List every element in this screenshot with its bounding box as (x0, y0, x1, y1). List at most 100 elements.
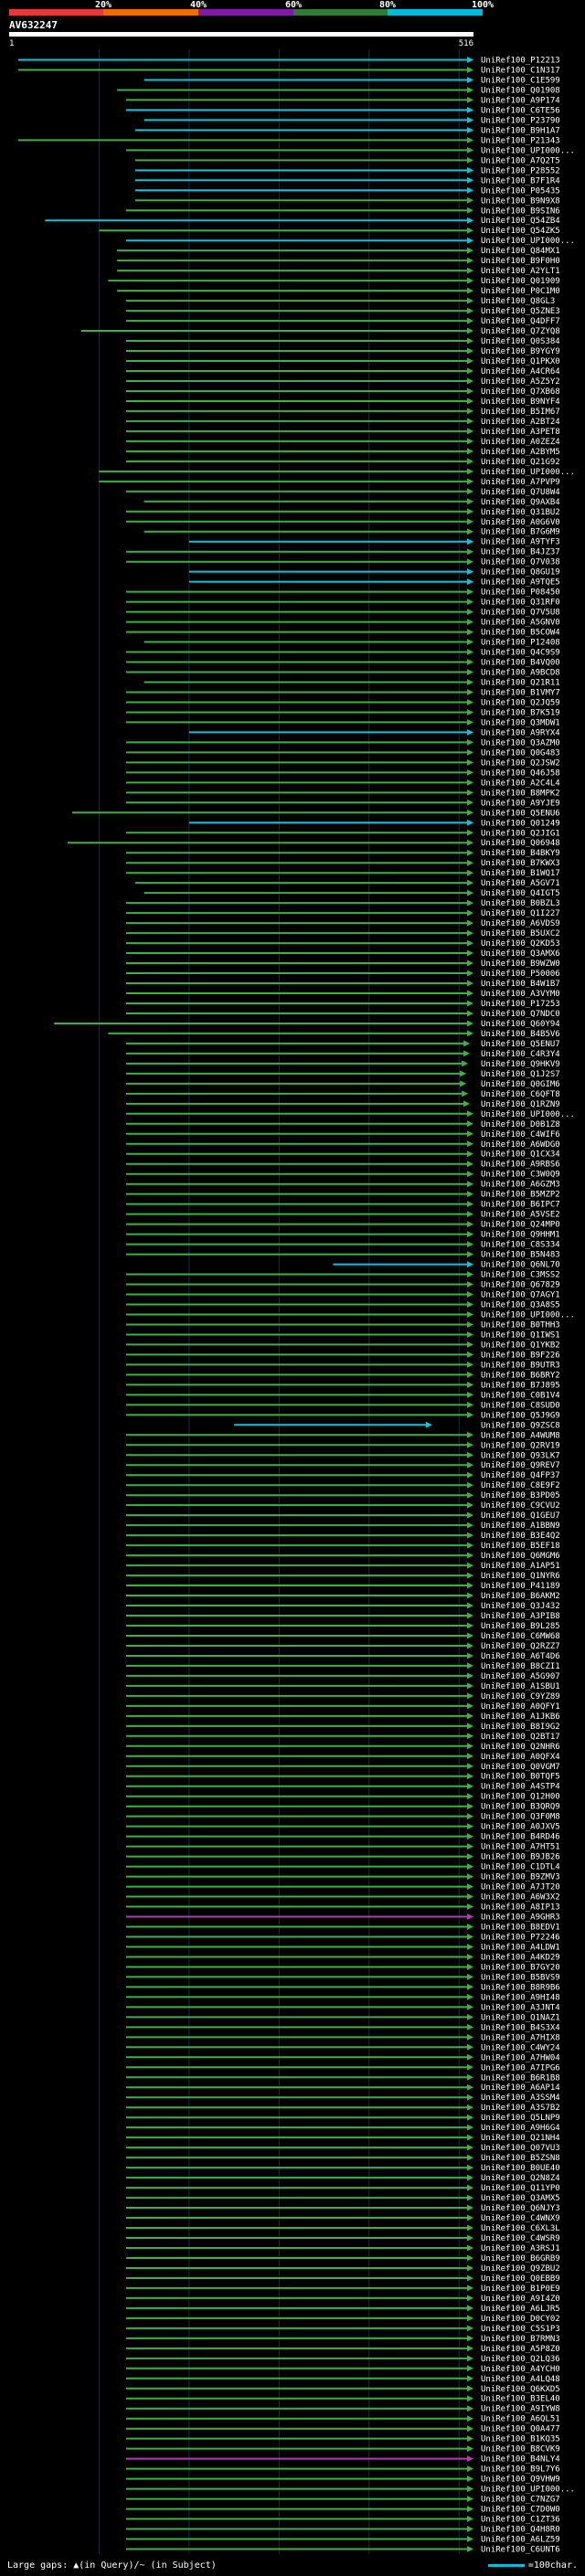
hit-label[interactable]: UniRef100_B9F0H0 (481, 257, 560, 266)
hit-label[interactable]: UniRef100_B6AKM2 (481, 1592, 560, 1601)
hit-row[interactable]: UniRef100_A5P8Z0 (125, 2345, 560, 2354)
hit-row[interactable]: UniRef100_Q6NJY3 (125, 2204, 560, 2213)
hit-row[interactable]: UniRef100_A9RYX4 (188, 728, 560, 737)
hit-row[interactable]: UniRef100_Q2KD53 (125, 939, 560, 949)
hit-label[interactable]: UniRef100_Q2LQ36 (481, 2355, 560, 2364)
hit-row[interactable]: UniRef100_A5VSE2 (125, 1211, 560, 1220)
hit-label[interactable]: UniRef100_B9F226 (481, 1351, 560, 1360)
hit-row[interactable]: UniRef100_B1VMY7 (125, 688, 560, 697)
hit-row[interactable]: UniRef100_C4WNX9 (125, 2214, 560, 2223)
hit-row[interactable]: UniRef100_B9ZMV3 (125, 1873, 560, 1882)
hit-row[interactable]: UniRef100_B4RD46 (125, 1833, 560, 1842)
hit-row[interactable]: UniRef100_Q0EBB9 (125, 2274, 560, 2284)
hit-row[interactable]: UniRef100_D0CY02 (125, 2315, 560, 2324)
hit-label[interactable]: UniRef100_Q06948 (481, 839, 560, 848)
hit-label[interactable]: UniRef100_A2YLT1 (481, 267, 560, 276)
hit-label[interactable]: UniRef100_A9TQE5 (481, 578, 560, 588)
hit-label[interactable]: UniRef100_C6UNT6 (481, 2546, 560, 2555)
hit-row[interactable]: UniRef100_B1WQ17 (125, 869, 560, 878)
hit-row[interactable]: UniRef100_D0B1Z8 (125, 1120, 560, 1129)
hit-label[interactable]: UniRef100_D0CY02 (481, 2315, 560, 2324)
hit-label[interactable]: UniRef100_B6IPC7 (481, 1201, 560, 1210)
hit-label[interactable]: UniRef100_Q2KD53 (481, 939, 560, 949)
hit-row[interactable]: UniRef100_P28552 (134, 166, 560, 175)
hit-row[interactable]: UniRef100_A7IPG6 (125, 2063, 560, 2072)
hit-label[interactable]: UniRef100_Q0S384 (481, 337, 560, 346)
hit-label[interactable]: UniRef100_B1WQ17 (481, 869, 560, 878)
hit-row[interactable]: UniRef100_A4YCH0 (125, 2365, 560, 2374)
hit-row[interactable]: UniRef100_C3MSS2 (125, 1271, 560, 1280)
hit-label[interactable]: UniRef100_C7D0W0 (481, 2506, 560, 2515)
hit-row[interactable]: UniRef100_A3S7B2 (125, 2104, 560, 2113)
hit-row[interactable]: UniRef100_Q3F0M8 (125, 1813, 560, 1822)
hit-row[interactable]: UniRef100_Q93LK7 (125, 1451, 560, 1460)
hit-row[interactable]: UniRef100_A2BT24 (125, 418, 560, 427)
hit-row[interactable]: UniRef100_B9WZW0 (125, 959, 560, 969)
hit-row[interactable]: UniRef100_Q21R11 (144, 678, 560, 687)
hit-row[interactable]: UniRef100_A5GV71 (134, 879, 560, 888)
hit-row[interactable]: UniRef100_Q84MX1 (117, 247, 560, 256)
hit-label[interactable]: UniRef100_A4YCH0 (481, 2365, 560, 2374)
hit-label[interactable]: UniRef100_Q9ZBU2 (481, 2264, 560, 2274)
hit-row[interactable]: UniRef100_B8EDV1 (125, 1924, 560, 1933)
hit-label[interactable]: UniRef100_Q01908 (481, 86, 560, 95)
hit-label[interactable]: UniRef100_P12408 (481, 639, 560, 648)
hit-row[interactable]: UniRef100_Q3A8S5 (125, 1301, 560, 1310)
hit-label[interactable]: UniRef100_A0QFX4 (481, 1753, 560, 1762)
hit-row[interactable]: UniRef100_C1ZT36 (125, 2516, 560, 2525)
hit-row[interactable]: UniRef100_A6GZM3 (125, 1181, 560, 1190)
hit-row[interactable]: UniRef100_Q8GU19 (188, 568, 560, 578)
hit-label[interactable]: UniRef100_B8EDV1 (481, 1924, 560, 1933)
hit-label[interactable]: UniRef100_A6GZM3 (481, 1181, 560, 1190)
hit-row[interactable]: UniRef100_Q2RV19 (125, 1441, 560, 1450)
hit-row[interactable]: UniRef100_Q2BT17 (125, 1733, 560, 1742)
hit-label[interactable]: UniRef100_A9P174 (481, 96, 560, 105)
hit-row[interactable]: UniRef100_UPI000... (125, 146, 575, 155)
hit-row[interactable]: UniRef100_C6QFT8 (125, 1090, 560, 1099)
hit-row[interactable]: UniRef100_Q67829 (125, 1281, 560, 1290)
hit-label[interactable]: UniRef100_A1JKB6 (481, 1712, 560, 1722)
hit-label[interactable]: UniRef100_B4NLY4 (481, 2455, 560, 2465)
hit-row[interactable]: UniRef100_A3PET8 (125, 428, 560, 437)
hit-label[interactable]: UniRef100_C4WNX9 (481, 2214, 560, 2223)
hit-row[interactable]: UniRef100_B4JZ37 (125, 548, 560, 557)
hit-row[interactable]: UniRef100_Q5LNP9 (125, 2114, 560, 2123)
hit-row[interactable]: UniRef100_Q12H00 (125, 1793, 560, 1802)
hit-label[interactable]: UniRef100_B4S3X4 (481, 2023, 560, 2032)
hit-label[interactable]: UniRef100_A9GHR3 (481, 1913, 560, 1923)
hit-label[interactable]: UniRef100_Q46J58 (481, 769, 560, 778)
hit-row[interactable]: UniRef100_A6QL51 (125, 2415, 560, 2424)
hit-label[interactable]: UniRef100_B3PD05 (481, 1491, 560, 1500)
hit-row[interactable]: UniRef100_Q7V038 (125, 558, 560, 567)
hit-label[interactable]: UniRef100_Q7ZYQ8 (481, 327, 560, 336)
hit-row[interactable]: UniRef100_B8I9G2 (125, 1723, 560, 1732)
hit-row[interactable]: UniRef100_A6LJR5 (125, 2305, 560, 2314)
hit-label[interactable]: UniRef100_C9CVU2 (481, 1501, 560, 1511)
hit-row[interactable]: UniRef100_B6GRB9 (125, 2254, 560, 2263)
hit-label[interactable]: UniRef100_Q2JQ59 (481, 698, 560, 707)
hit-label[interactable]: UniRef100_P05435 (481, 186, 560, 196)
hit-label[interactable]: UniRef100_A7HW04 (481, 2053, 560, 2062)
hit-row[interactable]: UniRef100_Q46J58 (125, 769, 560, 778)
hit-label[interactable]: UniRef100_A1SBU1 (481, 1682, 560, 1691)
hit-label[interactable]: UniRef100_B9N9X8 (481, 196, 560, 206)
hit-row[interactable]: UniRef100_Q06948 (67, 839, 560, 848)
hit-row[interactable]: UniRef100_B7K519 (125, 708, 560, 717)
hit-row[interactable]: UniRef100_B7F1R4 (134, 176, 560, 186)
hit-row[interactable]: UniRef100_A9BCD8 (125, 669, 560, 678)
hit-row[interactable]: UniRef100_Q9ZBU2 (125, 2264, 560, 2274)
hit-label[interactable]: UniRef100_B9NYF4 (481, 398, 560, 407)
hit-label[interactable]: UniRef100_B3QRQ9 (481, 1803, 560, 1812)
hit-row[interactable]: UniRef100_UPI000... (99, 468, 575, 477)
hit-label[interactable]: UniRef100_Q1NAZ1 (481, 2013, 560, 2022)
hit-row[interactable]: UniRef100_Q31BU2 (125, 508, 560, 517)
hit-row[interactable]: UniRef100_A6LZ59 (125, 2536, 560, 2545)
hit-row[interactable]: UniRef100_A7HIX8 (125, 2033, 560, 2042)
hit-row[interactable]: UniRef100_Q0S384 (125, 337, 560, 346)
hit-label[interactable]: UniRef100_Q9ZSC8 (481, 1421, 560, 1430)
hit-row[interactable]: UniRef100_B8CZI1 (125, 1662, 560, 1671)
hit-label[interactable]: UniRef100_A3PET8 (481, 428, 560, 437)
hit-row[interactable]: UniRef100_Q1J2S7 (125, 1070, 560, 1079)
hit-label[interactable]: UniRef100_A3RSJ1 (481, 2244, 560, 2253)
hit-row[interactable]: UniRef100_B9N9X8 (134, 196, 560, 206)
